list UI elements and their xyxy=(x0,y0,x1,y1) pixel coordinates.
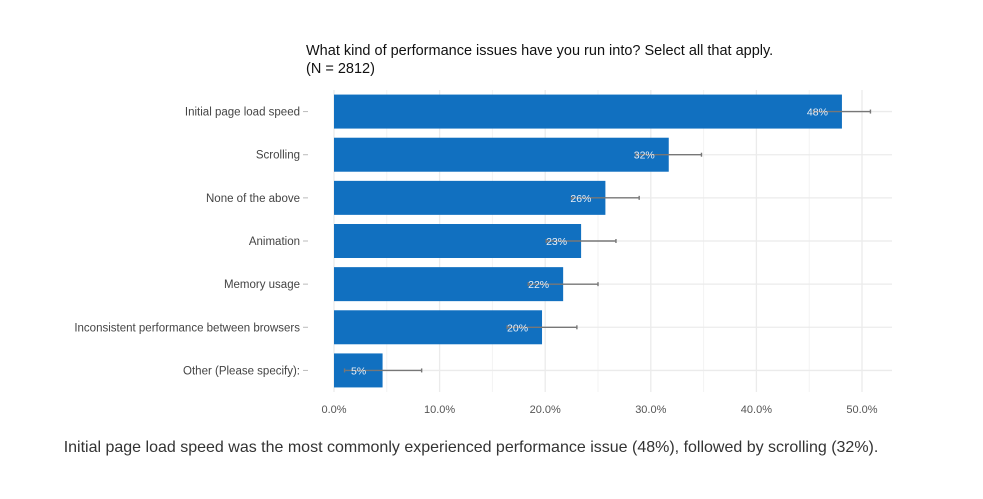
x-tick-label: 40.0% xyxy=(741,404,772,416)
bar xyxy=(334,94,842,129)
y-category-label: Memory usage xyxy=(224,279,300,291)
data-label: 48% xyxy=(807,107,828,119)
y-category-label: Animation xyxy=(249,236,300,248)
data-label: 26% xyxy=(570,193,591,205)
bar xyxy=(334,224,582,258)
bar xyxy=(334,180,606,215)
y-category-label: None of the above xyxy=(206,193,300,205)
chart-title-text: What kind of performance issues have you… xyxy=(306,43,774,59)
data-label: 20% xyxy=(507,322,528,334)
data-label: 32% xyxy=(634,150,655,162)
chart-subtitle: (N = 2812) xyxy=(306,61,375,77)
y-category-label: Inconsistent performance between browser… xyxy=(74,322,300,334)
data-label: 22% xyxy=(528,279,549,291)
chart-caption: Initial page load speed was the most com… xyxy=(63,439,879,456)
chart-title: What kind of performance issues have you… xyxy=(306,42,773,78)
x-tick-label: 10.0% xyxy=(424,404,455,416)
bar-chart: 0.0% 10.0% 20.0% 30.0% 40.0% 50.0% Initial pag… xyxy=(74,90,892,416)
x-tick-label: 0.0% xyxy=(321,404,346,416)
y-category-label: Initial page load speed xyxy=(185,107,300,119)
data-label: 23% xyxy=(546,236,567,248)
x-tick-label: 50.0% xyxy=(846,404,877,416)
y-category-label: Scrolling xyxy=(256,150,300,162)
x-tick-label: 20.0% xyxy=(530,404,561,416)
data-label: 5% xyxy=(351,365,366,377)
x-tick-label: 30.0% xyxy=(635,404,666,416)
bar xyxy=(334,137,669,172)
y-category-label: Other (Please specify): xyxy=(183,365,300,377)
bar xyxy=(334,267,564,302)
